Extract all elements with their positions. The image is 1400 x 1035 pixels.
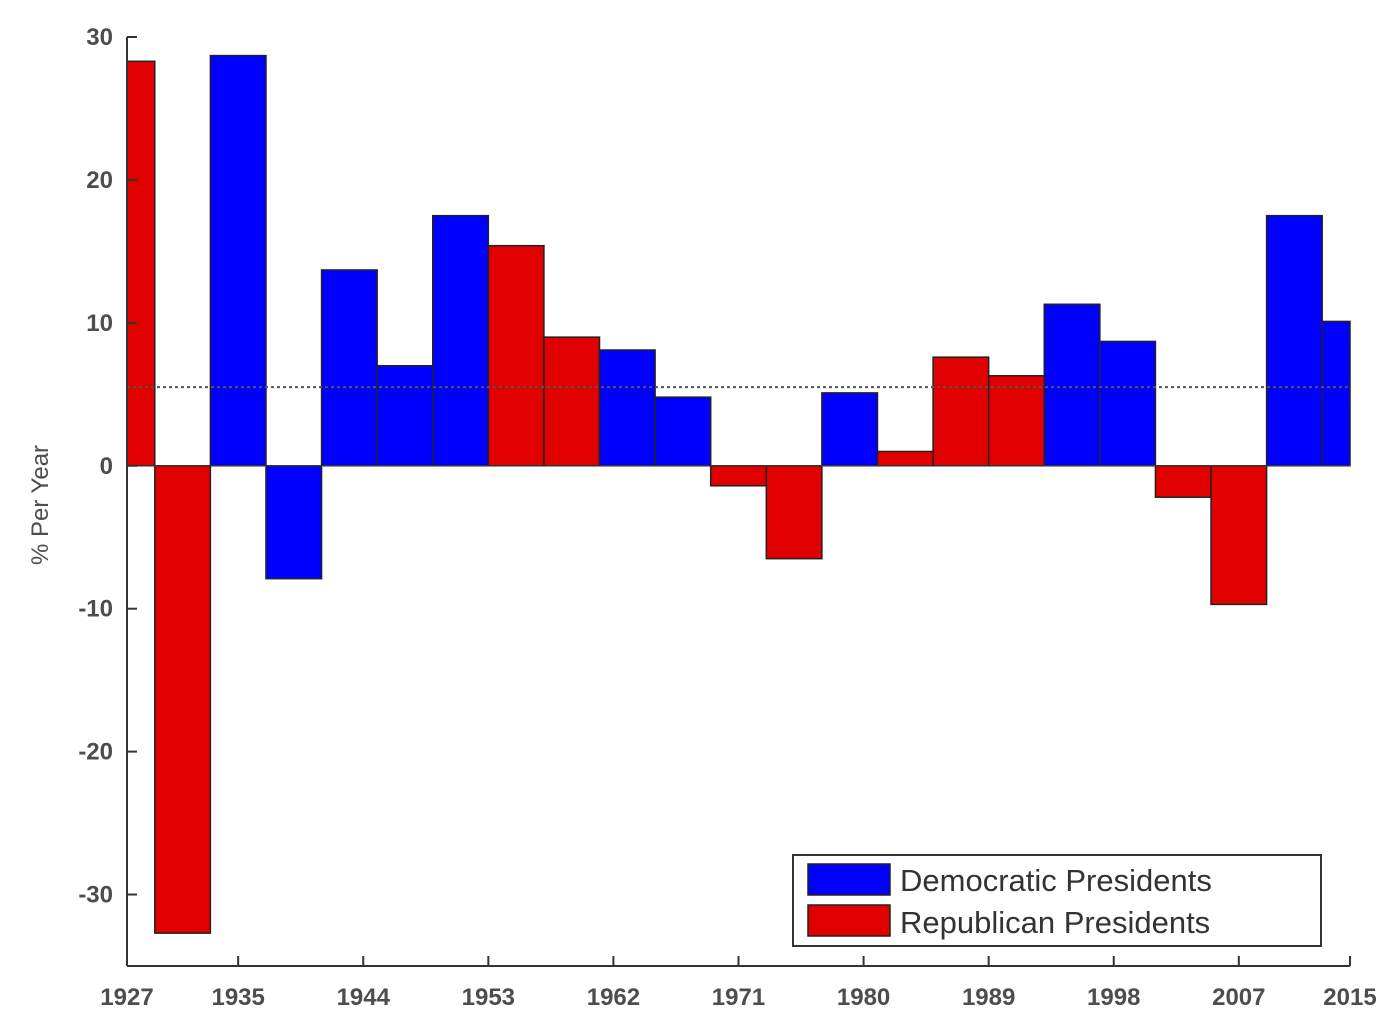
x-tick-label: 1962 (587, 984, 640, 1011)
bar-1973-1977 (765, 465, 823, 560)
bar-1933-1937 (209, 54, 267, 467)
bar-1965-1969 (654, 396, 712, 467)
bar-1969-1973 (709, 465, 768, 487)
legend-swatch-republican (807, 904, 891, 937)
x-tick-labels: 1927 1935 1944 1953 1962 1971 1980 1989 1998 2007… (100, 984, 1376, 1011)
bar-1949-1953 (432, 214, 490, 467)
bar-1945-1949 (376, 364, 434, 467)
x-tick-label: 1971 (712, 984, 765, 1011)
bar-1957-1961 (543, 336, 601, 467)
bar-1985-1989 (932, 356, 990, 467)
legend-label-democratic: Democratic Presidents (900, 863, 1212, 898)
x-tick-label: 2007 (1212, 984, 1265, 1011)
bar-1941-1945 (320, 269, 378, 467)
x-tick-label: 1998 (1087, 984, 1140, 1011)
y-tick-label: -20 (78, 739, 113, 766)
axes-group (126, 36, 1351, 967)
legend: Democratic Presidents Republican Preside… (792, 854, 1322, 947)
bar-1961-1965 (598, 349, 656, 467)
y-tick-labels: 30 20 10 0 -10 -20 -30 (78, 24, 113, 909)
bar-2009-2013 (1265, 214, 1323, 467)
bars-group (126, 54, 1351, 934)
y-tick-label: 0 (100, 453, 113, 480)
bar-1953-1957 (487, 244, 545, 467)
bar-1981-1985 (876, 450, 934, 467)
y-tick-label: -30 (78, 882, 113, 909)
bar-2013-2015 (1321, 320, 1351, 467)
bar-1993-1997 (1043, 303, 1101, 467)
legend-label-republican: Republican Presidents (900, 905, 1210, 940)
bar-1937-1941 (265, 465, 323, 580)
y-tick-label: 20 (86, 167, 113, 194)
x-tick-label: 1953 (462, 984, 515, 1011)
x-tick-label: 1935 (211, 984, 264, 1011)
x-tick-label: 1927 (100, 984, 153, 1011)
bar-1927-1929 (126, 60, 156, 467)
y-tick-label: 30 (86, 24, 113, 51)
y-axis-label: % Per Year (27, 445, 54, 565)
x-tick-label: 2015 (1323, 984, 1376, 1011)
bar-1929-1933 (154, 465, 212, 934)
bar-1977-1981 (821, 392, 879, 467)
x-tick-label: 1980 (837, 984, 890, 1011)
x-tick-label: 1989 (962, 984, 1015, 1011)
legend-swatch-democratic (807, 863, 891, 896)
x-tick-label: 1944 (337, 984, 391, 1011)
bar-2001-2005 (1154, 465, 1212, 498)
bar-1989-1993 (987, 374, 1046, 467)
bar-1997-2001 (1099, 340, 1157, 467)
bar-2005-2009 (1210, 465, 1268, 606)
y-tick-label: 10 (86, 310, 113, 337)
y-tick-label: -10 (78, 596, 113, 623)
